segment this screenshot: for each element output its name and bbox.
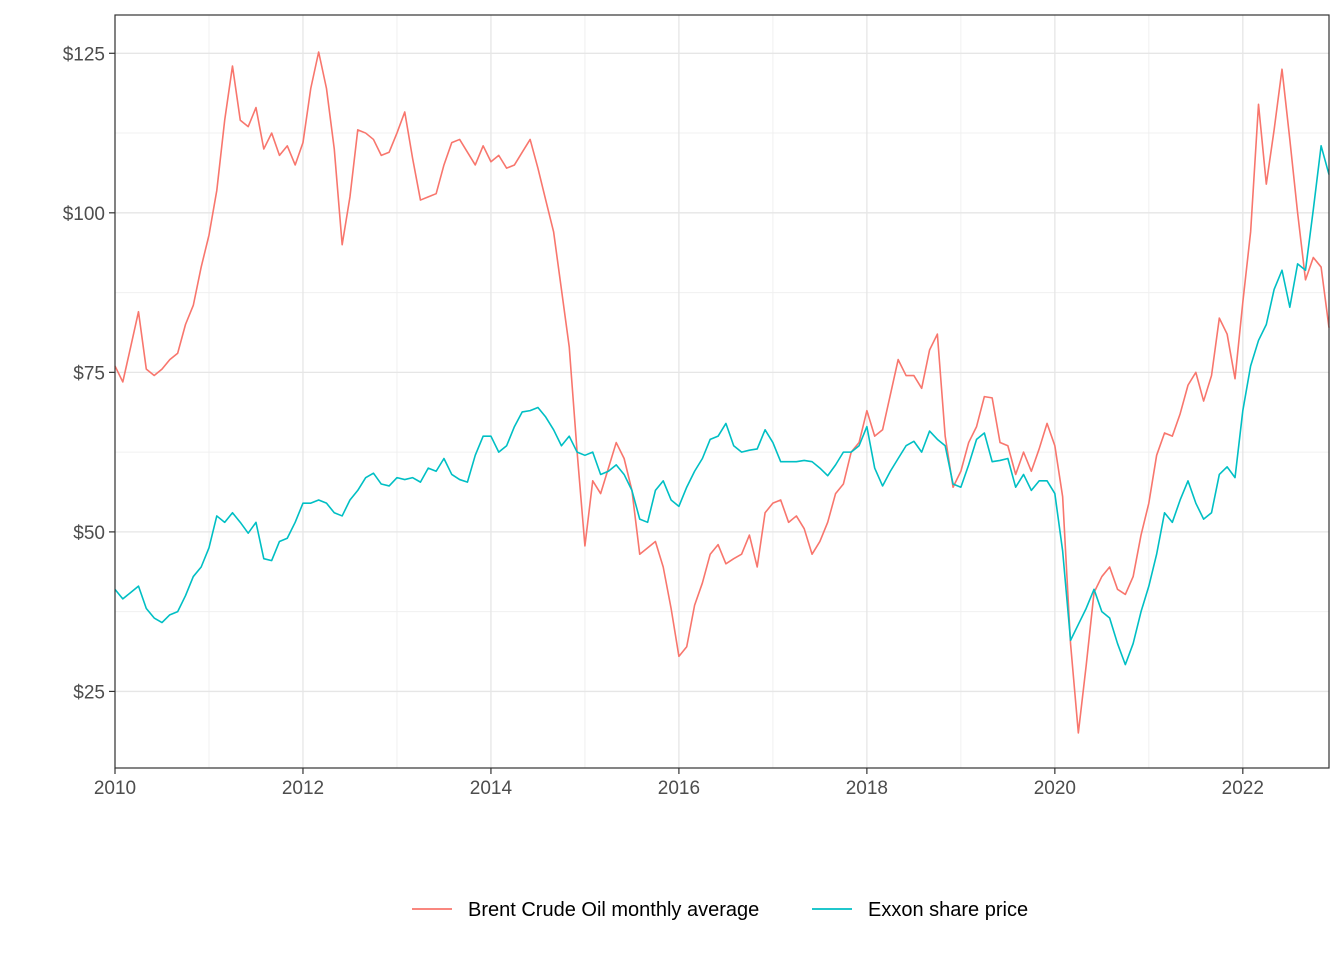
x-tick-label: 2016	[658, 778, 700, 799]
y-tick-label: $25	[73, 682, 105, 703]
x-axis: 2010 2012 2014 2016 2018 2020 2022	[94, 768, 1264, 799]
minor-gridlines	[115, 15, 1329, 768]
y-tick-label: $125	[63, 44, 105, 65]
panel-border	[114, 14, 1330, 769]
x-tick-label: 2022	[1222, 778, 1264, 799]
y-tick-label: $75	[73, 363, 105, 384]
y-tick-label: $50	[73, 523, 105, 544]
x-tick-label: 2018	[846, 778, 888, 799]
x-tick-label: 2010	[94, 778, 136, 799]
x-tick-label: 2012	[282, 778, 324, 799]
series-line-0	[114, 51, 1330, 734]
x-tick-label: 2014	[470, 778, 513, 799]
legend-label-1: Exxon share price	[868, 899, 1028, 921]
legend: Brent Crude Oil monthly average Exxon sha…	[412, 899, 1028, 921]
legend-label-0: Brent Crude Oil monthly average	[468, 899, 759, 921]
major-gridlines	[114, 15, 1329, 768]
y-tick-label: $100	[63, 204, 105, 225]
series-line-1	[114, 145, 1330, 666]
x-tick-label: 2020	[1034, 778, 1076, 799]
series-lines	[114, 51, 1330, 734]
y-axis: $25 $50 $75 $100 $125	[63, 44, 115, 703]
